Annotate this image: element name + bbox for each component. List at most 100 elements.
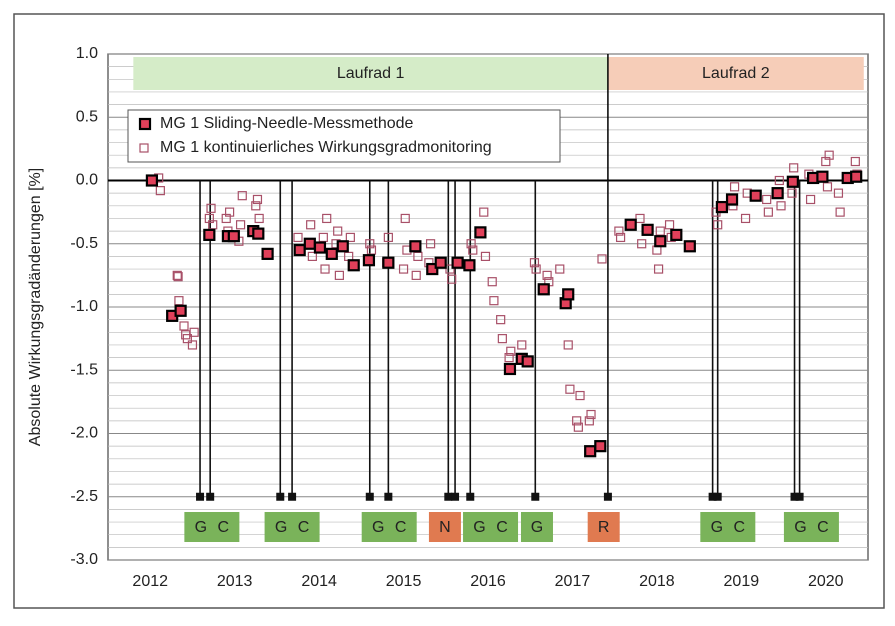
point: [206, 203, 216, 213]
point: [637, 239, 647, 249]
point: [318, 232, 328, 243]
event-marker: [451, 492, 460, 501]
event-label: G C: [372, 519, 406, 536]
event-box: [184, 512, 240, 542]
point: [468, 245, 478, 255]
point: [145, 174, 159, 187]
point: [503, 362, 517, 376]
event-box: [264, 512, 320, 542]
point: [325, 247, 338, 260]
point: [347, 259, 360, 272]
point: [496, 315, 506, 325]
point: [771, 187, 784, 200]
event-box: [361, 512, 417, 542]
point: [594, 440, 607, 453]
event-label: G C: [275, 519, 309, 536]
point: [466, 239, 476, 249]
event-marker: [206, 492, 215, 501]
point: [366, 245, 377, 255]
point: [179, 321, 189, 331]
event-label: R: [598, 519, 610, 536]
point: [225, 207, 235, 217]
point: [821, 156, 831, 167]
event-label: G C: [794, 519, 828, 536]
y-tick-label: -1.0: [70, 298, 98, 315]
event-box: [428, 512, 461, 542]
event-label: G C: [473, 519, 507, 536]
point: [320, 264, 330, 274]
point: [542, 270, 552, 280]
y-tick-label: -0.5: [70, 235, 98, 252]
point: [447, 274, 457, 284]
point: [573, 422, 583, 432]
event-marker: [444, 492, 453, 501]
point: [221, 213, 231, 224]
point: [237, 191, 247, 201]
point: [313, 241, 327, 254]
point: [529, 258, 540, 268]
point: [208, 220, 218, 230]
point: [172, 270, 182, 280]
x-tick-label: 2014: [301, 573, 337, 590]
event-box: [520, 512, 553, 542]
point: [362, 254, 376, 267]
x-tick-label: 2017: [555, 573, 591, 590]
point: [565, 384, 575, 394]
point: [776, 201, 786, 211]
event-label: G C: [195, 519, 229, 536]
point: [725, 193, 739, 206]
event-box: [587, 512, 620, 542]
event-label: N: [439, 519, 451, 536]
event-marker: [276, 492, 285, 501]
legend-swatch: [138, 117, 152, 131]
point: [293, 243, 306, 257]
point: [584, 445, 597, 458]
point: [235, 220, 246, 230]
point: [729, 182, 740, 192]
y-tick-label: 1.0: [76, 45, 98, 62]
point: [664, 220, 675, 230]
point: [762, 194, 772, 205]
y-tick-label: -1.5: [70, 361, 98, 378]
point: [824, 150, 834, 160]
point: [187, 340, 198, 350]
point: [445, 264, 455, 274]
y-tick-label: -2.0: [70, 425, 98, 442]
point: [322, 213, 332, 224]
point: [537, 283, 550, 296]
point: [624, 218, 637, 231]
band: [607, 57, 864, 90]
x-tick-label: 2013: [217, 573, 253, 590]
point: [413, 251, 423, 261]
event-marker: [708, 492, 717, 501]
legend-label: MG 1 kontinuierliches Wirkungsgradmonito…: [160, 139, 492, 156]
point: [713, 220, 723, 230]
event-marker: [288, 492, 297, 501]
event-marker: [531, 492, 540, 501]
event-marker: [365, 492, 374, 501]
band-label: Laufrad 2: [702, 65, 770, 82]
point: [586, 409, 596, 420]
point: [787, 188, 797, 198]
event-box: [700, 512, 756, 542]
band-label: Laufrad 1: [337, 65, 405, 82]
point: [517, 340, 527, 350]
point: [833, 188, 844, 198]
point: [189, 327, 199, 337]
point: [572, 416, 582, 426]
point: [155, 186, 165, 196]
point: [203, 228, 216, 241]
event-box: [463, 512, 519, 542]
point: [615, 232, 626, 243]
event-box: [783, 512, 839, 542]
point: [816, 170, 829, 183]
point: [850, 156, 860, 167]
point: [334, 270, 344, 280]
point: [504, 353, 514, 363]
point: [740, 213, 751, 224]
point: [303, 237, 316, 250]
event-marker: [713, 492, 722, 501]
point: [563, 340, 573, 350]
point: [683, 240, 696, 253]
